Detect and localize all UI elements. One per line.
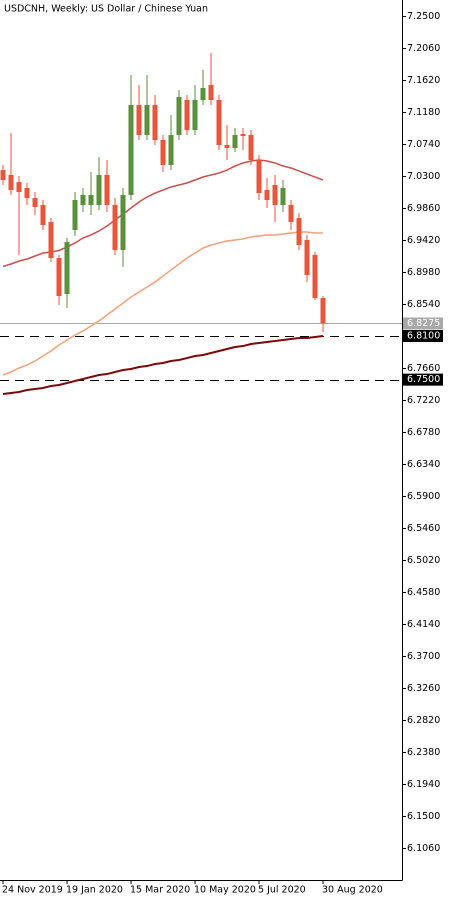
candle-body — [16, 182, 22, 192]
candle-body — [264, 190, 270, 200]
y-tick-label: 6.7220 — [407, 395, 440, 406]
candle-body — [8, 174, 14, 191]
moving-average — [2, 159, 324, 268]
candle-body — [208, 85, 214, 100]
y-tick-label: 6.3700 — [407, 651, 440, 662]
level-label: 6.8100 — [407, 331, 440, 342]
y-tick-label: 6.4580 — [407, 587, 440, 598]
y-tick-label: 6.1940 — [407, 779, 440, 790]
current-price-label: 6.8275 — [407, 318, 440, 329]
candle-body — [184, 100, 190, 131]
y-tick-label: 6.6780 — [407, 427, 440, 438]
candle-body — [200, 88, 206, 100]
x-tick-label: 19 Jan 2020 — [66, 885, 123, 896]
y-tick-label: 6.7660 — [407, 363, 440, 374]
candle-body — [56, 258, 62, 296]
y-tick-label: 6.9860 — [407, 203, 440, 214]
candle-body — [104, 174, 110, 206]
candle-body — [280, 188, 286, 206]
x-tick-label: 24 Nov 2019 — [2, 885, 63, 896]
level-label-box — [403, 330, 443, 342]
x-tick-label: 30 Aug 2020 — [322, 885, 383, 896]
candle-body — [192, 100, 198, 131]
candle-body — [216, 100, 222, 146]
plot-area — [0, 53, 402, 396]
candle-body — [248, 134, 254, 160]
candle-body — [176, 97, 182, 135]
y-tick-label: 6.9420 — [407, 235, 440, 246]
current-price-box — [403, 317, 443, 330]
candle-body — [232, 134, 238, 148]
candle-body — [288, 205, 294, 223]
candle-body — [168, 134, 174, 166]
candle-body — [312, 254, 318, 299]
candle-body — [272, 185, 278, 206]
candle-body — [224, 145, 230, 148]
candle-body — [96, 174, 102, 206]
candle-body — [88, 194, 94, 206]
candle-body — [0, 170, 6, 180]
chart-title: USDCNH, Weekly: US Dollar / Chinese Yuan — [4, 4, 208, 15]
y-tick-label: 7.0300 — [407, 171, 440, 182]
candle-body — [80, 194, 86, 206]
x-tick-label: 15 Mar 2020 — [130, 885, 190, 896]
y-tick-label: 6.1500 — [407, 811, 440, 822]
y-tick-label: 6.5900 — [407, 491, 440, 502]
candle-body — [144, 105, 150, 135]
y-tick-label: 7.0740 — [407, 139, 440, 150]
level-label-box — [403, 373, 443, 386]
candle-body — [304, 240, 310, 275]
candle-body — [48, 222, 54, 259]
y-tick-label: 6.2820 — [407, 715, 440, 726]
y-tick-label: 7.2500 — [407, 11, 440, 22]
x-tick-label: 5 Jul 2020 — [258, 885, 306, 896]
y-tick-label: 6.6340 — [407, 459, 440, 470]
level-label: 6.7500 — [407, 374, 440, 385]
y-tick-label: 6.1060 — [407, 843, 440, 854]
moving-average — [2, 231, 323, 376]
candle-body — [32, 198, 38, 207]
candle-body — [40, 205, 46, 226]
y-tick-label: 7.1180 — [407, 107, 440, 118]
y-tick-label: 6.4140 — [407, 619, 440, 630]
candle-body — [120, 194, 126, 251]
candle-body — [320, 298, 326, 324]
candle-body — [112, 205, 118, 251]
moving-average — [2, 335, 324, 396]
candle-body — [64, 242, 70, 295]
y-tick-label: 7.1620 — [407, 75, 440, 86]
y-tick-label: 6.8980 — [407, 267, 440, 278]
candle-body — [24, 188, 30, 199]
candle-body — [240, 134, 246, 136]
y-tick-label: 6.2380 — [407, 747, 440, 758]
y-tick-label: 6.8540 — [407, 299, 440, 310]
candle-body — [256, 160, 262, 194]
candle-body — [152, 105, 158, 140]
candle-body — [136, 105, 142, 135]
y-tick-label: 6.5020 — [407, 555, 440, 566]
candle-body — [160, 140, 166, 166]
candle-body — [128, 105, 134, 195]
y-tick-label: 7.2060 — [407, 43, 440, 54]
candle-body — [72, 200, 78, 231]
y-tick-label: 6.5460 — [407, 523, 440, 534]
y-tick-label: 6.3260 — [407, 683, 440, 694]
candle-body — [296, 218, 302, 246]
x-tick-label: 10 May 2020 — [194, 885, 256, 896]
